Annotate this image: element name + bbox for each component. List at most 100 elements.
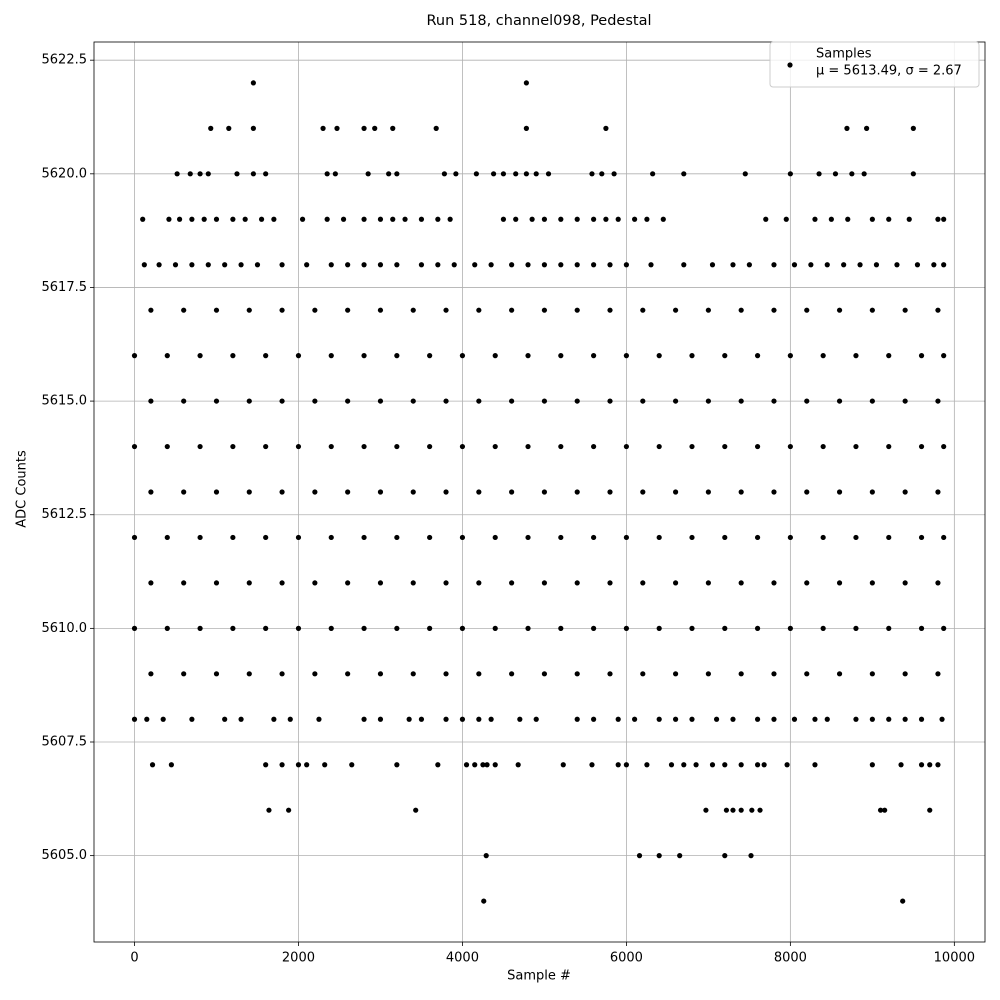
x-tick-label: 6000: [610, 951, 643, 966]
data-point: [902, 716, 908, 722]
data-point: [322, 762, 328, 768]
data-point: [246, 580, 252, 586]
data-point: [672, 489, 679, 495]
data-point: [886, 625, 892, 631]
data-point: [886, 353, 892, 359]
data-point: [459, 353, 466, 359]
data-point: [222, 262, 228, 268]
data-point: [509, 489, 515, 495]
data-point: [279, 262, 285, 268]
data-point: [427, 534, 433, 541]
data-point: [689, 353, 695, 359]
data-point: [611, 171, 617, 177]
data-point: [738, 807, 744, 813]
data-point: [345, 262, 351, 268]
data-point: [722, 853, 728, 859]
data-point: [197, 171, 203, 177]
data-point: [693, 762, 699, 768]
data-point: [361, 262, 367, 268]
data-point: [914, 262, 921, 268]
data-point: [525, 625, 531, 631]
data-point: [591, 716, 597, 722]
data-point: [533, 171, 539, 177]
data-point: [406, 716, 412, 722]
data-point: [312, 307, 318, 313]
data-point: [672, 307, 679, 313]
data-point: [935, 307, 941, 313]
data-point: [640, 671, 646, 677]
data-point: [861, 171, 867, 177]
data-point: [787, 443, 793, 450]
data-point: [513, 171, 519, 177]
data-point: [246, 489, 252, 495]
data-point: [394, 262, 400, 268]
data-point: [894, 262, 900, 268]
data-point: [746, 262, 752, 268]
legend-note: μ = 5613.49, σ = 2.67: [816, 64, 962, 79]
data-point: [869, 216, 875, 222]
data-point: [164, 534, 170, 541]
data-point: [418, 262, 425, 268]
data-point: [131, 443, 138, 450]
data-point: [279, 398, 285, 404]
data-point: [472, 762, 478, 768]
data-point: [757, 807, 763, 813]
data-point: [681, 171, 687, 177]
data-point: [607, 398, 613, 404]
data-point: [197, 353, 203, 359]
y-tick-label: 5622.5: [42, 53, 88, 68]
data-point: [931, 262, 937, 268]
data-point: [361, 216, 367, 222]
data-point: [545, 171, 552, 177]
data-point: [763, 216, 769, 222]
y-tick-label: 5605.0: [42, 848, 88, 863]
data-point: [705, 398, 711, 404]
data-point: [410, 307, 416, 313]
data-point: [361, 353, 367, 359]
data-point: [324, 216, 330, 222]
data-point: [263, 171, 269, 177]
legend: Samples μ = 5613.49, σ = 2.67: [769, 41, 980, 88]
data-point: [791, 262, 798, 268]
data-point: [328, 353, 334, 359]
data-point: [853, 353, 859, 359]
data-point: [197, 534, 203, 541]
data-point: [295, 353, 302, 359]
data-point: [271, 216, 277, 222]
data-point: [902, 580, 908, 586]
data-point: [589, 762, 595, 768]
data-point: [541, 307, 548, 313]
data-point: [258, 216, 265, 222]
data-point: [574, 216, 580, 222]
data-point: [246, 398, 252, 404]
data-point: [263, 353, 269, 359]
data-point: [320, 125, 326, 131]
data-point: [730, 716, 736, 722]
data-point: [607, 671, 613, 677]
y-tick-label: 5620.0: [42, 166, 88, 181]
data-point: [910, 171, 916, 177]
data-point: [490, 171, 497, 177]
data-point: [164, 443, 170, 450]
data-point: [558, 625, 564, 631]
data-point: [935, 762, 941, 768]
data-point: [730, 807, 736, 813]
data-point: [443, 398, 449, 404]
data-point: [761, 762, 767, 768]
data-point: [623, 762, 630, 768]
data-point: [304, 262, 310, 268]
data-point: [377, 398, 384, 404]
data-point: [591, 353, 597, 359]
data-point: [787, 171, 793, 177]
data-point: [295, 443, 302, 450]
data-point: [869, 716, 875, 722]
data-point: [853, 443, 859, 450]
data-point: [640, 489, 646, 495]
data-point: [713, 716, 720, 722]
data-point: [488, 716, 494, 722]
data-point: [623, 353, 630, 359]
legend-label: Samples: [816, 47, 872, 62]
data-point: [877, 807, 884, 813]
data-point: [941, 353, 947, 359]
data-point: [672, 580, 679, 586]
